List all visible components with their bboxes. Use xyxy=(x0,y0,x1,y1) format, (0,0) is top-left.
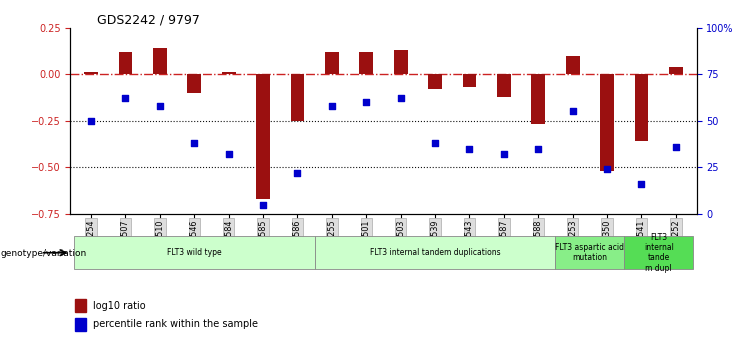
Bar xyxy=(634,74,648,141)
Text: FLT3 wild type: FLT3 wild type xyxy=(167,248,222,257)
Bar xyxy=(84,72,98,74)
Bar xyxy=(359,52,373,74)
Bar xyxy=(290,74,305,121)
Text: FLT3 aspartic acid
mutation: FLT3 aspartic acid mutation xyxy=(556,243,625,263)
Text: log10 ratio: log10 ratio xyxy=(93,301,145,310)
Point xyxy=(154,103,166,109)
Bar xyxy=(531,74,545,125)
Bar xyxy=(325,52,339,74)
Point xyxy=(636,181,648,187)
Point xyxy=(532,146,544,151)
Bar xyxy=(75,318,86,331)
Bar xyxy=(428,74,442,89)
Point xyxy=(119,96,131,101)
Point xyxy=(464,146,476,151)
Text: percentile rank within the sample: percentile rank within the sample xyxy=(93,319,258,329)
Bar xyxy=(315,236,556,269)
Bar xyxy=(75,299,86,312)
Bar xyxy=(187,74,201,93)
Bar xyxy=(393,50,408,74)
Point xyxy=(498,151,510,157)
Bar xyxy=(624,236,693,269)
Bar xyxy=(497,74,511,97)
Point xyxy=(429,140,441,146)
Point xyxy=(326,103,338,109)
Point xyxy=(85,118,97,124)
Text: genotype/variation: genotype/variation xyxy=(1,249,87,258)
Bar xyxy=(153,48,167,74)
Bar xyxy=(256,74,270,199)
Point xyxy=(360,99,372,105)
Point xyxy=(601,166,613,172)
Bar xyxy=(600,74,614,171)
Bar xyxy=(566,56,579,74)
Point xyxy=(291,170,303,176)
Point xyxy=(257,202,269,207)
Bar xyxy=(119,52,133,74)
Text: FLT3
internal
tande
m dupl: FLT3 internal tande m dupl xyxy=(644,233,674,273)
Bar xyxy=(222,72,236,74)
Bar xyxy=(556,236,624,269)
Text: FLT3 internal tandem duplications: FLT3 internal tandem duplications xyxy=(370,248,500,257)
Bar xyxy=(669,67,682,74)
Point xyxy=(670,144,682,150)
Point xyxy=(223,151,235,157)
Bar xyxy=(74,236,315,269)
Bar xyxy=(462,74,476,87)
Text: GDS2242 / 9797: GDS2242 / 9797 xyxy=(97,14,199,27)
Point xyxy=(567,109,579,114)
Point xyxy=(395,96,407,101)
Point xyxy=(188,140,200,146)
